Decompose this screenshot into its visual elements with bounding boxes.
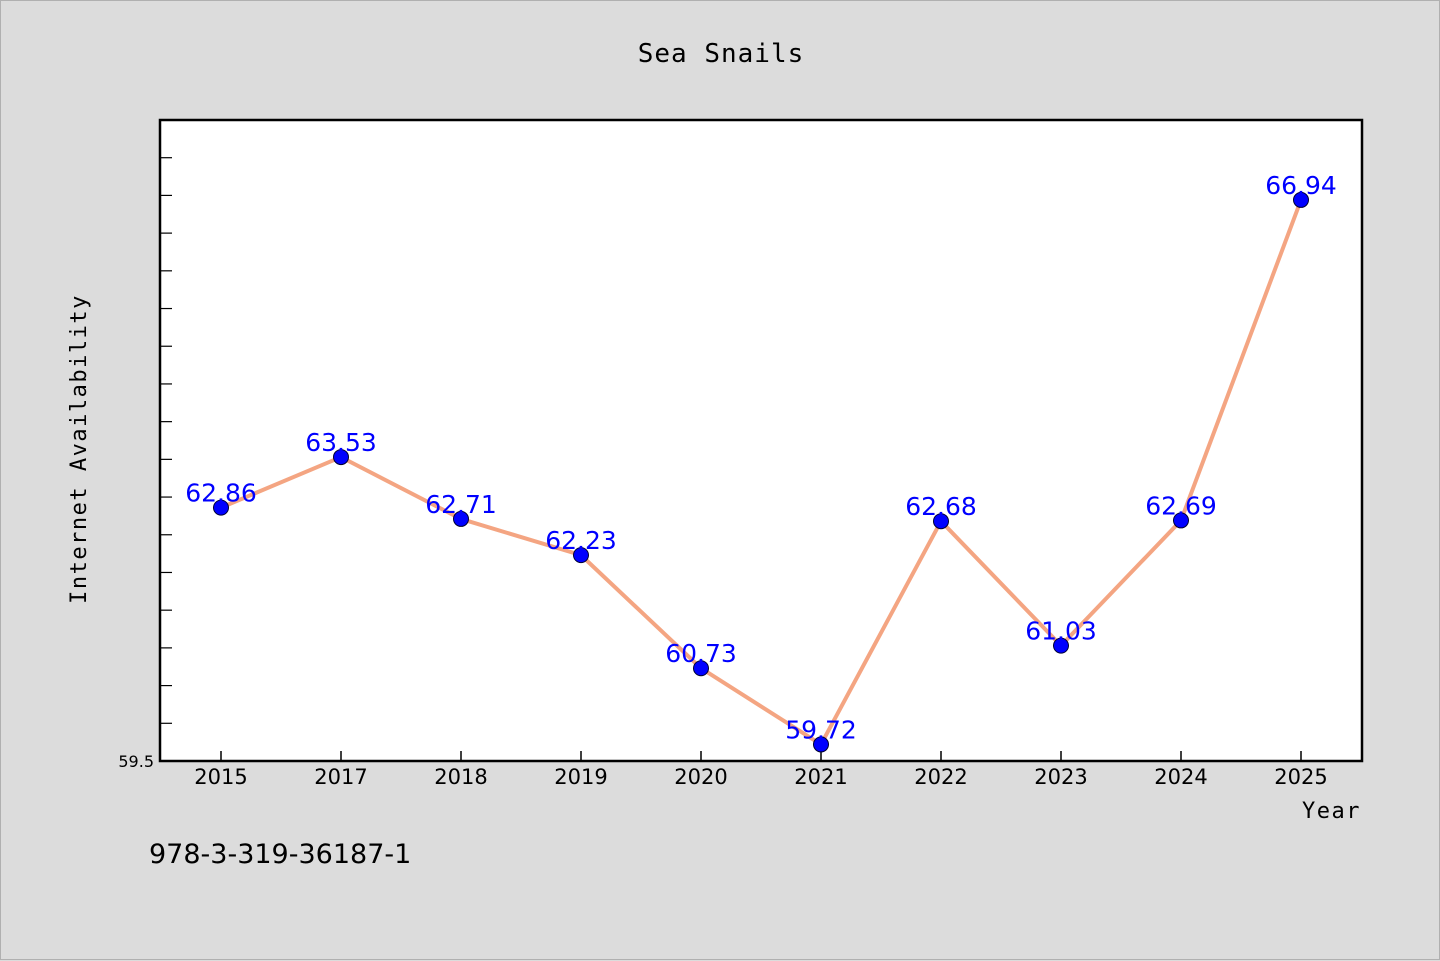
data-point xyxy=(453,510,469,527)
data-label: 61.03 xyxy=(1025,617,1097,646)
chart-title: Sea Snails xyxy=(638,39,805,69)
data-point xyxy=(693,660,709,677)
y-axis-label: Internet Availability xyxy=(67,294,92,604)
x-tick-label: 2015 xyxy=(194,765,247,789)
data-label: 59.72 xyxy=(785,715,857,744)
x-tick-label: 2025 xyxy=(1274,765,1327,789)
series-markers xyxy=(213,191,1309,753)
data-label: 62.69 xyxy=(1145,491,1217,520)
data-point xyxy=(933,513,949,530)
data-point xyxy=(573,547,589,564)
data-labels: 62.86 63.53 62.71 62.23 60.73 59.72 62.68 61.03… xyxy=(185,171,1337,744)
series-line xyxy=(220,199,1303,747)
data-label: 60.73 xyxy=(665,639,737,668)
data-point xyxy=(1053,637,1069,654)
data-label: 62.23 xyxy=(545,526,617,555)
data-label: 63.53 xyxy=(305,428,377,457)
data-label: 66.94 xyxy=(1265,171,1337,200)
y-axis-ticks xyxy=(160,119,172,762)
x-tick-label: 2021 xyxy=(794,765,847,789)
y-tick-label: 59.5 xyxy=(118,752,154,771)
data-point xyxy=(1173,512,1189,529)
data-point xyxy=(813,736,829,753)
x-tick-label: 2020 xyxy=(674,765,727,789)
x-axis-label: Year xyxy=(1302,799,1361,824)
data-label: 62.86 xyxy=(185,479,257,508)
footnote-isbn: 978-3-319-36187-1 xyxy=(149,839,411,870)
data-point xyxy=(1293,191,1309,208)
data-point xyxy=(333,449,349,466)
plot-area xyxy=(158,118,1364,763)
data-label: 62.71 xyxy=(425,490,497,519)
x-axis: 2015 2017 2018 2019 2020 2021 2022 2023 2024 2025 xyxy=(194,751,1328,789)
data-label: 62.68 xyxy=(905,492,977,521)
x-tick-label: 2022 xyxy=(914,765,967,789)
x-tick-label: 2018 xyxy=(434,765,487,789)
x-tick-label: 2024 xyxy=(1154,765,1207,789)
x-tick-label: 2017 xyxy=(314,765,367,789)
x-tick-label: 2019 xyxy=(554,765,607,789)
x-tick-label: 2023 xyxy=(1034,765,1087,789)
data-point xyxy=(213,499,229,516)
